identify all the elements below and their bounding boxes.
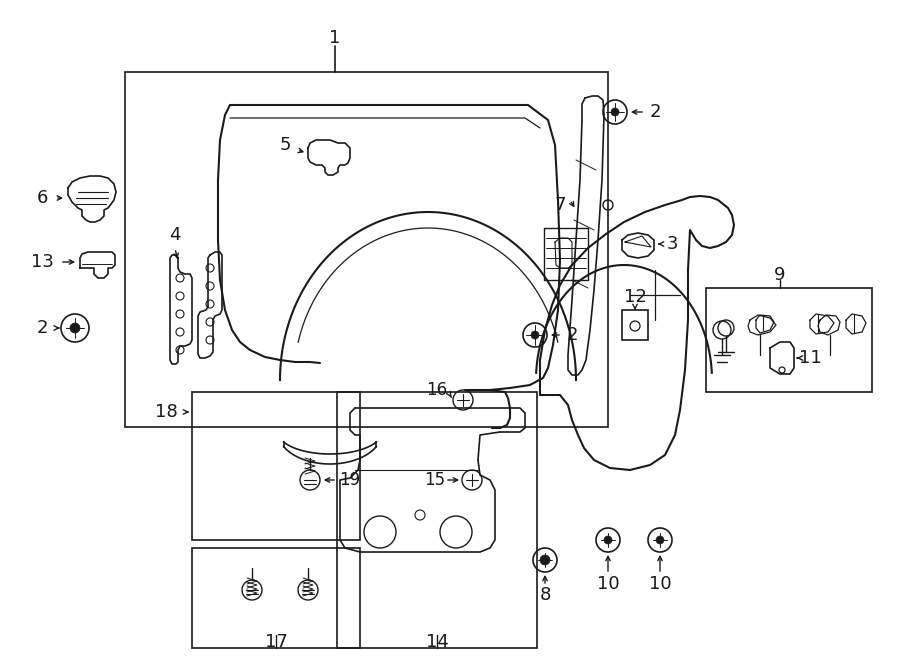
Text: 10: 10 — [649, 575, 671, 593]
Text: 17: 17 — [265, 633, 287, 651]
Text: 13: 13 — [31, 253, 53, 271]
Circle shape — [604, 536, 612, 544]
Text: 5: 5 — [279, 136, 291, 154]
Circle shape — [540, 555, 550, 565]
Text: 4: 4 — [169, 226, 181, 244]
Text: 15: 15 — [425, 471, 446, 489]
Text: 16: 16 — [427, 381, 447, 399]
Bar — [192, 548, 360, 648]
Text: 14: 14 — [426, 633, 448, 651]
Circle shape — [656, 536, 664, 544]
Text: 2: 2 — [36, 319, 48, 337]
Text: 6: 6 — [36, 189, 48, 207]
Circle shape — [531, 331, 539, 339]
Bar — [337, 392, 537, 648]
Text: 2: 2 — [649, 103, 661, 121]
Text: 1: 1 — [329, 29, 341, 47]
Circle shape — [611, 108, 619, 116]
Text: 9: 9 — [774, 266, 786, 284]
Text: 10: 10 — [597, 575, 619, 593]
Bar — [192, 392, 360, 540]
Text: 11: 11 — [798, 349, 822, 367]
Bar — [622, 310, 648, 340]
Bar — [706, 288, 872, 392]
Text: 8: 8 — [539, 586, 551, 604]
Text: 19: 19 — [339, 471, 361, 489]
Text: 18: 18 — [155, 403, 178, 421]
Text: 2: 2 — [566, 326, 578, 344]
Text: 12: 12 — [624, 288, 646, 306]
Bar — [125, 72, 608, 427]
Text: 3: 3 — [666, 235, 678, 253]
Text: 7: 7 — [554, 196, 566, 214]
Circle shape — [70, 323, 80, 333]
